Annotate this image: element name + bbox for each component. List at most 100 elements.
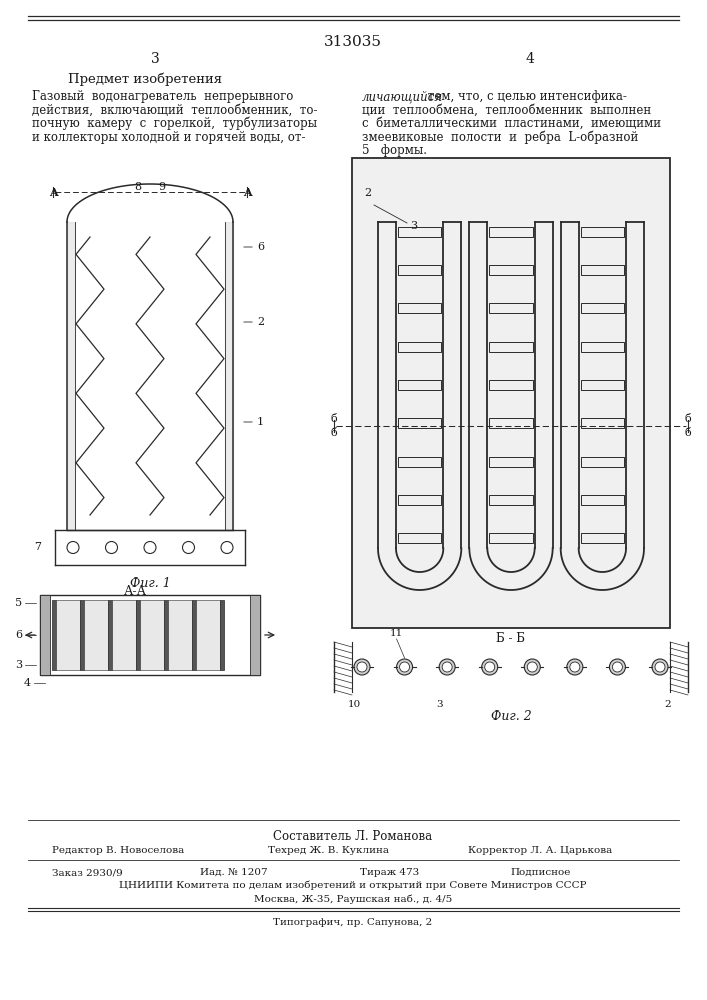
Text: 3: 3 [151,52,159,66]
Text: Иад. № 1207: Иад. № 1207 [200,868,268,877]
Bar [580,265,624,275]
Bar [192,600,196,670]
Bar [398,533,441,543]
Circle shape [609,659,626,675]
Text: змеевиковые  полости  и  ребра  L-образной: змеевиковые полости и ребра L-образной [362,130,638,144]
Text: A: A [243,186,251,198]
Text: Предмет изобретения: Предмет изобретения [68,72,222,86]
Bar [164,600,168,670]
Text: б: б [684,428,691,438]
Circle shape [655,662,665,672]
Text: 4: 4 [24,678,31,688]
Text: 9: 9 [158,182,165,192]
Bar [398,265,441,275]
Bar [40,595,50,675]
Text: Фиг. 2: Фиг. 2 [491,710,532,723]
Text: 3: 3 [410,221,417,231]
Text: 8: 8 [134,182,141,192]
Bar [489,380,532,390]
Text: 3: 3 [15,660,22,670]
Text: 6: 6 [15,630,22,640]
Text: 2: 2 [364,188,372,198]
Text: A: A [49,186,57,198]
Circle shape [357,662,367,672]
Text: Подписное: Подписное [510,868,571,877]
Text: 7: 7 [34,542,41,552]
Text: Типографич, пр. Сапунова, 2: Типографич, пр. Сапунова, 2 [274,918,433,927]
Bar [580,495,624,505]
Bar [108,600,112,670]
Text: Б - Б: Б - Б [496,632,525,645]
Circle shape [354,659,370,675]
Text: б: б [331,428,337,438]
Text: Техред Ж. В. Куклина: Техред Ж. В. Куклина [268,846,389,855]
Text: 4: 4 [525,52,534,66]
Text: 2: 2 [665,700,672,709]
Bar [580,380,624,390]
Bar [398,342,441,352]
Circle shape [567,659,583,675]
Text: 10: 10 [347,700,361,709]
Bar [84,600,108,670]
Bar [136,600,140,670]
Bar [352,158,670,628]
Bar [580,533,624,543]
Circle shape [570,662,580,672]
Bar [220,600,224,670]
Bar [80,600,84,670]
Circle shape [652,659,668,675]
Bar [580,342,624,352]
Text: 5   формы.: 5 формы. [362,144,427,157]
Text: Тираж 473: Тираж 473 [360,868,419,877]
Bar [250,595,260,675]
Bar [140,600,164,670]
Bar [52,600,56,670]
Text: почную  камеру  с  горелкой,  турбулизаторы: почную камеру с горелкой, турбулизаторы [32,117,317,130]
Bar [489,495,532,505]
Bar [580,227,624,237]
Circle shape [439,659,455,675]
Text: 1: 1 [257,417,264,427]
Bar [489,533,532,543]
Circle shape [485,662,495,672]
Circle shape [527,662,537,672]
Text: б: б [331,414,337,424]
Circle shape [397,659,413,675]
Text: Заказ 2930/9: Заказ 2930/9 [52,868,123,877]
Bar [398,227,441,237]
Text: тем, что, с целью интенсифика-: тем, что, с целью интенсифика- [424,90,627,103]
Text: ции  теплообмена,  теплообменник  выполнен: ции теплообмена, теплообменник выполнен [362,104,651,116]
Bar [40,595,260,675]
Bar [489,342,532,352]
Circle shape [481,659,498,675]
Text: личающийся: личающийся [362,90,443,103]
Text: 3: 3 [436,700,443,709]
Text: 11: 11 [390,629,403,638]
Text: 2: 2 [257,317,264,327]
Bar [489,418,532,428]
Bar [580,418,624,428]
Text: Газовый  водонагреватель  непрерывного: Газовый водонагреватель непрерывного [32,90,293,103]
Bar [398,457,441,467]
Text: Составитель Л. Романова: Составитель Л. Романова [274,830,433,843]
Circle shape [442,662,452,672]
Text: 5: 5 [15,598,22,608]
Bar [398,303,441,313]
Text: А-А: А-А [124,585,146,598]
Text: Корректор Л. А. Царькова: Корректор Л. А. Царькова [468,846,612,855]
Bar [489,457,532,467]
Bar [489,265,532,275]
Circle shape [525,659,540,675]
Bar [168,600,192,670]
Text: с  биметаллическими  пластинами,  имеющими: с биметаллическими пластинами, имеющими [362,117,661,130]
Text: Москва, Ж-35, Раушская наб., д. 4/5: Москва, Ж-35, Раушская наб., д. 4/5 [254,894,452,904]
Text: б: б [684,414,691,424]
Bar [489,227,532,237]
Text: Редактор В. Новоселова: Редактор В. Новоселова [52,846,185,855]
Bar [398,495,441,505]
Bar [56,600,80,670]
Bar [398,418,441,428]
Bar [398,380,441,390]
Text: 313035: 313035 [324,35,382,49]
Circle shape [612,662,622,672]
